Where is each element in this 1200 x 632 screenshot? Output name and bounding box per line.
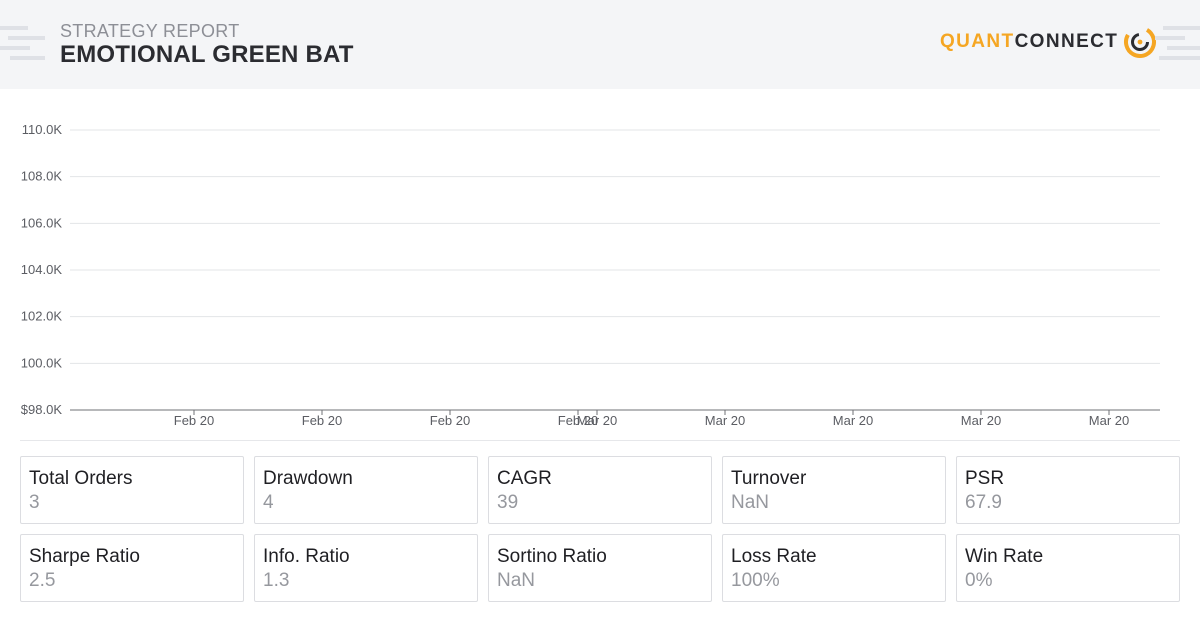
quantconnect-logo: QUANT CONNECT xyxy=(940,24,1158,60)
stat-label: PSR xyxy=(965,468,1005,489)
stat-card-sharpe-ratio: Sharpe Ratio 2.5 xyxy=(20,534,244,602)
stat-value: 67.9 xyxy=(965,492,1002,513)
x-tick-label: Feb 20 xyxy=(174,413,214,428)
y-tick-label: 100.0K xyxy=(21,355,63,370)
y-tick-label: 106.0K xyxy=(21,215,63,230)
quantconnect-logo-icon xyxy=(1124,26,1157,58)
chart-divider xyxy=(20,440,1180,441)
stat-label: Win Rate xyxy=(965,546,1044,567)
stat-card-sortino-ratio: Sortino Ratio NaN xyxy=(488,534,712,602)
stat-label: Loss Rate xyxy=(731,546,817,567)
stat-label: Sharpe Ratio xyxy=(29,546,140,567)
stat-card-psr: PSR 67.9 xyxy=(956,456,1180,524)
stat-value: 2.5 xyxy=(29,570,56,591)
stat-value: 3 xyxy=(29,492,40,513)
stat-label: Info. Ratio xyxy=(263,546,350,567)
stat-value: 0% xyxy=(965,570,993,591)
stat-label: Drawdown xyxy=(263,468,353,489)
stat-label: CAGR xyxy=(497,468,552,489)
stat-card-info-ratio: Info. Ratio 1.3 xyxy=(254,534,478,602)
stat-value: 4 xyxy=(263,492,274,513)
y-tick-label: 108.0K xyxy=(21,169,63,184)
x-tick-label: Feb 20 xyxy=(558,413,598,428)
x-tick-label: Mar 20 xyxy=(577,413,617,428)
stat-card-drawdown: Drawdown 4 xyxy=(254,456,478,524)
logo-text-connect: CONNECT xyxy=(1014,31,1119,52)
stat-value: NaN xyxy=(497,570,536,591)
report-header: STRATEGY REPORT EMOTIONAL GREEN BAT QUAN… xyxy=(0,0,1200,89)
stat-card-loss-rate: Loss Rate 100% xyxy=(722,534,946,602)
x-tick-label: Mar 20 xyxy=(833,413,873,428)
stat-label: Total Orders xyxy=(29,468,133,489)
x-tick-label: Feb 20 xyxy=(302,413,342,428)
equity-chart: $98.0K 100.0K 102.0K 104.0K 106.0K 108.0K 110.… xyxy=(21,122,1160,428)
header-decoration-right xyxy=(1155,26,1200,66)
header-decoration-left xyxy=(0,26,45,66)
logo-text-quant: QUANT xyxy=(940,31,1015,52)
stat-label: Turnover xyxy=(731,468,807,489)
report-subtitle: STRATEGY REPORT xyxy=(60,21,240,41)
stat-card-total-orders: Total Orders 3 xyxy=(20,456,244,524)
x-tick-label: Mar 20 xyxy=(705,413,745,428)
y-tick-label: $98.0K xyxy=(21,402,63,417)
stat-card-turnover: Turnover NaN xyxy=(722,456,946,524)
stat-card-cagr: CAGR 39 xyxy=(488,456,712,524)
y-tick-label: 110.0K xyxy=(22,122,63,137)
stat-card-win-rate: Win Rate 0% xyxy=(956,534,1180,602)
y-tick-label: 102.0K xyxy=(21,309,63,324)
stat-value: 39 xyxy=(497,492,519,513)
strategy-title: EMOTIONAL GREEN BAT xyxy=(60,41,354,68)
x-tick-label: Mar 20 xyxy=(1089,413,1129,428)
stat-label: Sortino Ratio xyxy=(497,546,607,567)
stat-value: 100% xyxy=(731,570,780,591)
stat-value: 1.3 xyxy=(263,570,290,591)
y-tick-label: 104.0K xyxy=(21,262,63,277)
stat-value: NaN xyxy=(731,492,770,513)
x-tick-label: Mar 20 xyxy=(961,413,1001,428)
x-tick-label: Feb 20 xyxy=(430,413,470,428)
